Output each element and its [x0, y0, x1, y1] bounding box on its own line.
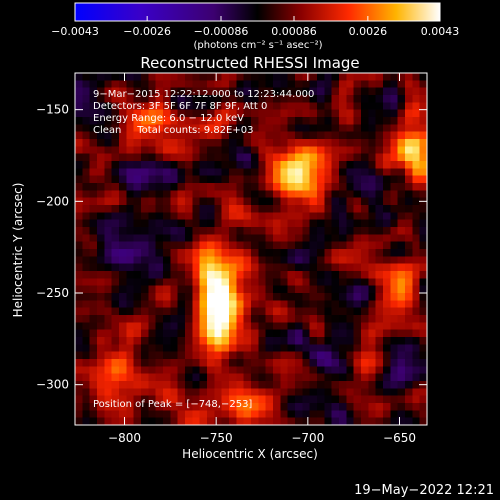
chart-title: Reconstructed RHESSI Image	[140, 54, 359, 72]
info-annotations: 9−Mar−2015 12:22:12.000 to 12:23:44.000 …	[93, 89, 314, 136]
colorbar: −0.0043 −0.0026 −0.00086 0.00086 0.0026 0.004…	[51, 2, 459, 51]
y-tick-label: −250	[36, 286, 69, 300]
x-tick-label: −700	[291, 431, 324, 445]
y-axis: −150 −200 −250 −300	[36, 103, 427, 392]
heatmap-image	[75, 73, 427, 425]
x-tick-label: −650	[383, 431, 416, 445]
annotation-clean-counts: Clean Total counts: 9.82E+03	[93, 125, 253, 136]
x-axis: −800 −750 −700 −650	[108, 73, 416, 445]
colorbar-tick-label: −0.0043	[51, 25, 99, 38]
y-axis-label: Heliocentric Y (arcsec)	[11, 183, 25, 318]
colorbar-ticks: −0.0043 −0.0026 −0.00086 0.00086 0.0026 0.004…	[51, 16, 459, 38]
x-axis-label: Heliocentric X (arcsec)	[182, 447, 318, 461]
colorbar-tick-label: −0.00086	[194, 25, 249, 38]
annotation-time-range: 9−Mar−2015 12:22:12.000 to 12:23:44.000	[93, 89, 314, 100]
plot-frame	[74, 72, 428, 426]
colorbar-unit-label: (photons cm⁻² s⁻¹ asec⁻²)	[193, 40, 322, 51]
colorbar-tick-label: 0.00086	[271, 25, 317, 38]
y-tick-label: −300	[36, 378, 69, 392]
colorbar-tick-label: 0.0043	[421, 25, 460, 38]
y-tick-label: −150	[36, 103, 69, 117]
colorbar-tick-label: −0.0026	[123, 25, 171, 38]
x-tick-label: −800	[108, 431, 141, 445]
colorbar-gradient	[74, 2, 441, 22]
colorbar-tick-label: 0.0026	[349, 25, 388, 38]
peak-position-label: Position of Peak = [−748,−253]	[93, 399, 252, 410]
x-tick-label: −750	[200, 431, 233, 445]
plot-area: −800 −750 −700 −650 −150 −200 −250 −300 9−Mar−…	[36, 72, 428, 445]
annotation-energy-range: Energy Range: 6.0 − 12.0 keV	[93, 113, 244, 124]
annotation-detectors: Detectors: 3F 5F 6F 7F 8F 9F, Att 0	[93, 101, 267, 112]
y-tick-label: −200	[36, 194, 69, 208]
timestamp: 19−May−2022 12:21	[354, 483, 494, 498]
